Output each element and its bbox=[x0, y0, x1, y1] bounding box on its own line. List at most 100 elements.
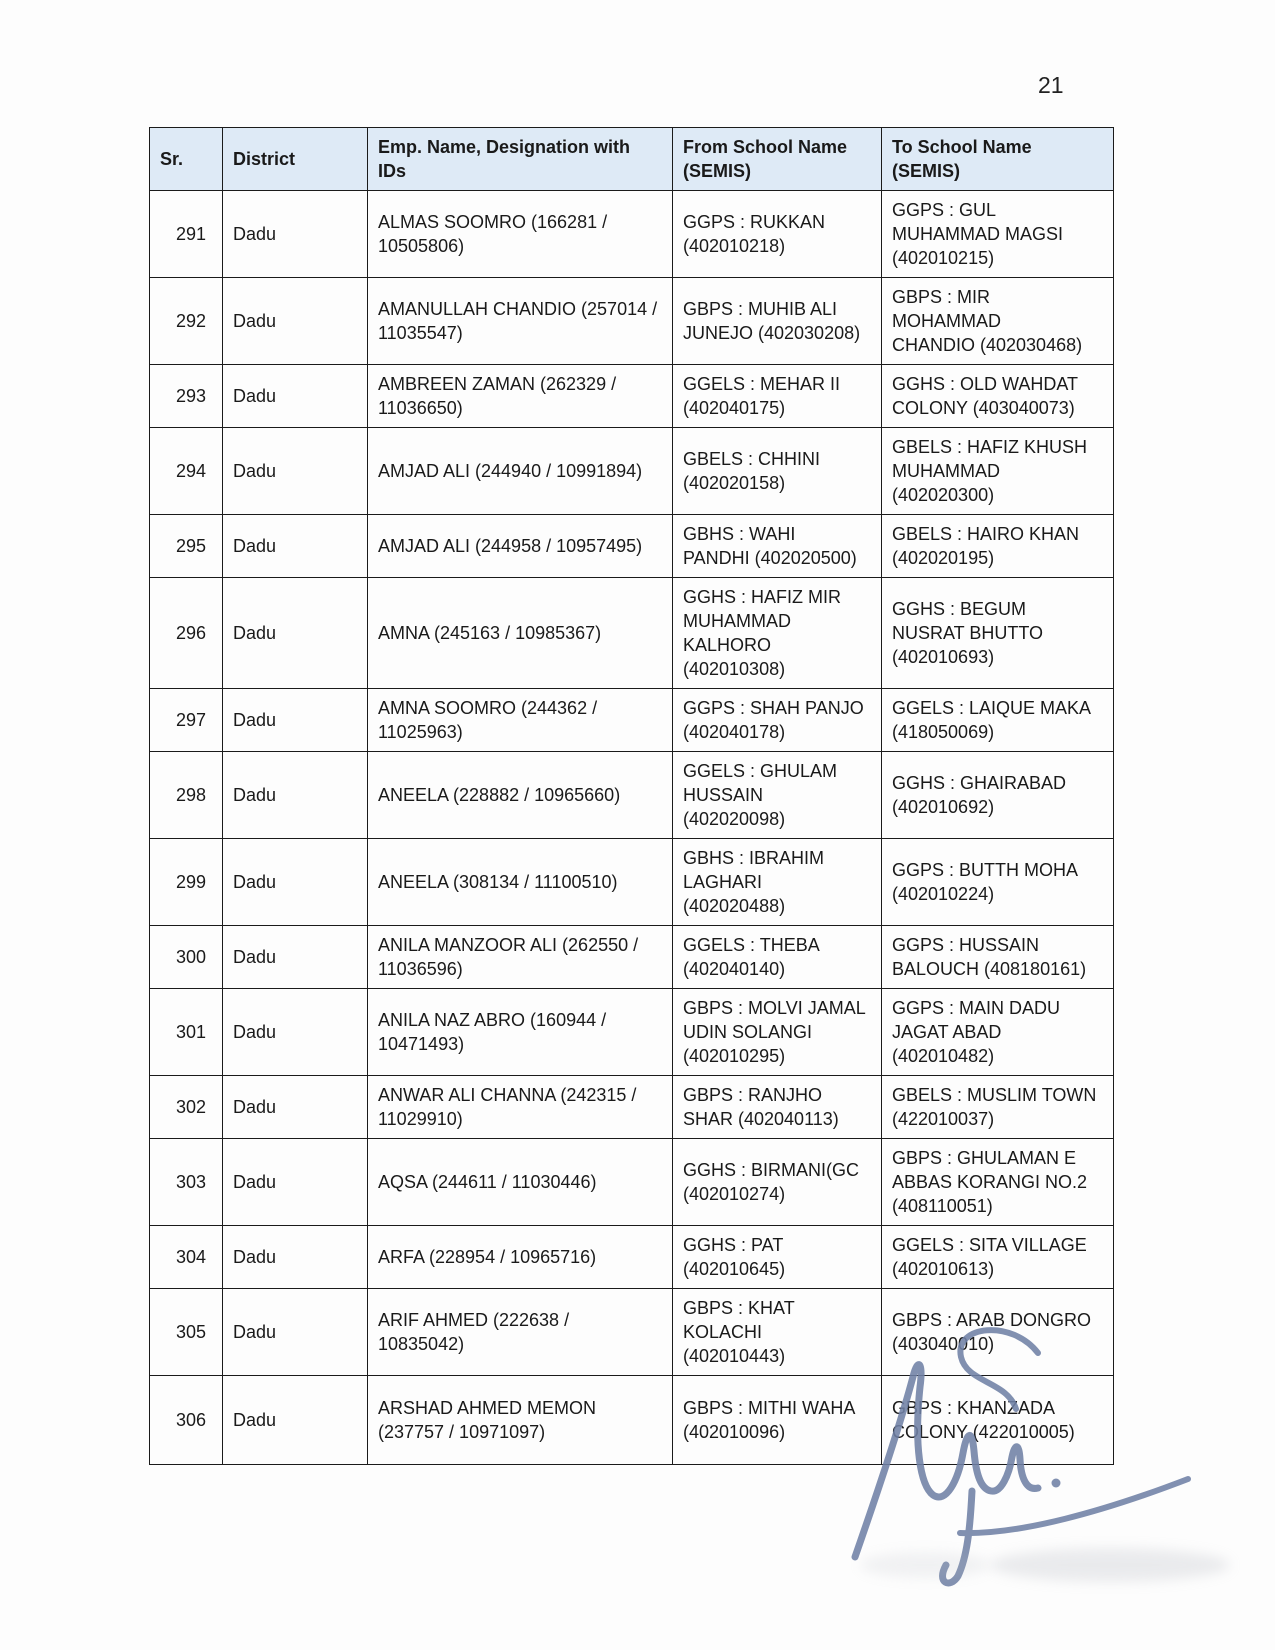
to-school-cell: GGPS : MAIN DADU JAGAT ABAD (402010482) bbox=[881, 988, 1114, 1076]
to-school-cell: GBPS : ARAB DONGRO (403040010) bbox=[881, 1288, 1114, 1376]
to-school-cell: GBELS : HAIRO KHAN (402020195) bbox=[881, 514, 1114, 578]
emp-name-cell: ALMAS SOOMRO (166281 / 10505806) bbox=[367, 190, 673, 278]
to-school-cell: GBPS : MIR MOHAMMAD CHANDIO (402030468) bbox=[881, 277, 1114, 365]
emp-name-cell: ANEELA (308134 / 11100510) bbox=[367, 838, 673, 926]
sr-cell: 294 bbox=[149, 427, 223, 515]
emp-name-cell: ANWAR ALI CHANNA (242315 / 11029910) bbox=[367, 1075, 673, 1139]
to-school-cell: GBPS : GHULAMAN E ABBAS KORANGI NO.2 (40… bbox=[881, 1138, 1114, 1226]
table-row: 301 Dadu ANILA NAZ ABRO (160944 / 104714… bbox=[149, 988, 1114, 1076]
to-school-cell: GGPS : BUTTH MOHA (402010224) bbox=[881, 838, 1114, 926]
sr-cell: 306 bbox=[149, 1375, 223, 1465]
table-row: 294 Dadu AMJAD ALI (244940 / 10991894) G… bbox=[149, 427, 1114, 515]
emp-name-cell: AMJAD ALI (244958 / 10957495) bbox=[367, 514, 673, 578]
sr-cell: 303 bbox=[149, 1138, 223, 1226]
to-school-cell: GBPS : KHANZADA COLONY (422010005) bbox=[881, 1375, 1114, 1465]
district-cell: Dadu bbox=[222, 838, 368, 926]
to-school-cell: GGHS : BEGUM NUSRAT BHUTTO (402010693) bbox=[881, 577, 1114, 689]
emp-name-cell: AMBREEN ZAMAN (262329 / 11036650) bbox=[367, 364, 673, 428]
district-cell: Dadu bbox=[222, 1075, 368, 1139]
from-school-cell: GGPS : SHAH PANJO (402040178) bbox=[672, 688, 882, 752]
from-school-cell: GBPS : RANJHO SHAR (402040113) bbox=[672, 1075, 882, 1139]
transfer-table: Sr. District Emp. Name, Designation with… bbox=[149, 127, 1114, 1465]
district-cell: Dadu bbox=[222, 190, 368, 278]
district-cell: Dadu bbox=[222, 988, 368, 1076]
table-row: 293 Dadu AMBREEN ZAMAN (262329 / 1103665… bbox=[149, 364, 1114, 428]
from-school-cell: GBPS : MITHI WAHA (402010096) bbox=[672, 1375, 882, 1465]
emp-name-cell: AQSA (244611 / 11030446) bbox=[367, 1138, 673, 1226]
table-row: 292 Dadu AMANULLAH CHANDIO (257014 / 110… bbox=[149, 277, 1114, 365]
district-cell: Dadu bbox=[222, 1375, 368, 1465]
table-row: 295 Dadu AMJAD ALI (244958 / 10957495) G… bbox=[149, 514, 1114, 578]
table-row: 302 Dadu ANWAR ALI CHANNA (242315 / 1102… bbox=[149, 1075, 1114, 1139]
to-school-cell: GGHS : GHAIRABAD (402010692) bbox=[881, 751, 1114, 839]
scan-smudge bbox=[860, 1552, 990, 1578]
district-cell: Dadu bbox=[222, 1225, 368, 1289]
emp-name-cell: ARSHAD AHMED MEMON (237757 / 10971097) bbox=[367, 1375, 673, 1465]
to-school-cell: GBELS : MUSLIM TOWN (422010037) bbox=[881, 1075, 1114, 1139]
table-row: 305 Dadu ARIF AHMED (222638 / 10835042) … bbox=[149, 1288, 1114, 1376]
sr-cell: 297 bbox=[149, 688, 223, 752]
to-school-cell: GGELS : SITA VILLAGE (402010613) bbox=[881, 1225, 1114, 1289]
table-row: 303 Dadu AQSA (244611 / 11030446) GGHS :… bbox=[149, 1138, 1114, 1226]
scan-smudge bbox=[990, 1548, 1230, 1582]
from-school-cell: GGHS : HAFIZ MIR MUHAMMAD KALHORO (40201… bbox=[672, 577, 882, 689]
from-school-cell: GBELS : CHHINI (402020158) bbox=[672, 427, 882, 515]
sr-cell: 295 bbox=[149, 514, 223, 578]
to-school-cell: GGPS : HUSSAIN BALOUCH (408180161) bbox=[881, 925, 1114, 989]
from-school-cell: GGHS : BIRMANI(GC (402010274) bbox=[672, 1138, 882, 1226]
district-cell: Dadu bbox=[222, 925, 368, 989]
emp-name-cell: ANILA NAZ ABRO (160944 / 10471493) bbox=[367, 988, 673, 1076]
from-school-cell: GBPS : MOLVI JAMAL UDIN SOLANGI (4020102… bbox=[672, 988, 882, 1076]
district-cell: Dadu bbox=[222, 277, 368, 365]
table-row: 291 Dadu ALMAS SOOMRO (166281 / 10505806… bbox=[149, 190, 1114, 278]
table-row: 300 Dadu ANILA MANZOOR ALI (262550 / 110… bbox=[149, 925, 1114, 989]
page-number: 21 bbox=[1038, 72, 1064, 98]
emp-name-cell: ANEELA (228882 / 10965660) bbox=[367, 751, 673, 839]
district-cell: Dadu bbox=[222, 1138, 368, 1226]
from-school-cell: GGPS : RUKKAN (402010218) bbox=[672, 190, 882, 278]
table-row: 296 Dadu AMNA (245163 / 10985367) GGHS :… bbox=[149, 577, 1114, 689]
sr-cell: 304 bbox=[149, 1225, 223, 1289]
emp-name-cell: ARFA (228954 / 10965716) bbox=[367, 1225, 673, 1289]
sr-cell: 291 bbox=[149, 190, 223, 278]
header-to-school: To School Name (SEMIS) bbox=[881, 127, 1114, 191]
from-school-cell: GBHS : WAHI PANDHI (402020500) bbox=[672, 514, 882, 578]
emp-name-cell: ANILA MANZOOR ALI (262550 / 11036596) bbox=[367, 925, 673, 989]
table-row: 306 Dadu ARSHAD AHMED MEMON (237757 / 10… bbox=[149, 1375, 1114, 1465]
from-school-cell: GBPS : KHAT KOLACHI (402010443) bbox=[672, 1288, 882, 1376]
district-cell: Dadu bbox=[222, 364, 368, 428]
table-header-row: Sr. District Emp. Name, Designation with… bbox=[149, 127, 1114, 191]
sr-cell: 302 bbox=[149, 1075, 223, 1139]
district-cell: Dadu bbox=[222, 427, 368, 515]
emp-name-cell: AMNA SOOMRO (244362 / 11025963) bbox=[367, 688, 673, 752]
emp-name-cell: AMANULLAH CHANDIO (257014 / 11035547) bbox=[367, 277, 673, 365]
from-school-cell: GGELS : MEHAR II (402040175) bbox=[672, 364, 882, 428]
table-row: 299 Dadu ANEELA (308134 / 11100510) GBHS… bbox=[149, 838, 1114, 926]
emp-name-cell: ARIF AHMED (222638 / 10835042) bbox=[367, 1288, 673, 1376]
district-cell: Dadu bbox=[222, 688, 368, 752]
from-school-cell: GBPS : MUHIB ALI JUNEJO (402030208) bbox=[672, 277, 882, 365]
from-school-cell: GBHS : IBRAHIM LAGHARI (402020488) bbox=[672, 838, 882, 926]
sr-cell: 299 bbox=[149, 838, 223, 926]
to-school-cell: GBELS : HAFIZ KHUSH MUHAMMAD (402020300) bbox=[881, 427, 1114, 515]
from-school-cell: GGELS : GHULAM HUSSAIN (402020098) bbox=[672, 751, 882, 839]
to-school-cell: GGELS : LAIQUE MAKA (418050069) bbox=[881, 688, 1114, 752]
to-school-cell: GGHS : OLD WAHDAT COLONY (403040073) bbox=[881, 364, 1114, 428]
sr-cell: 293 bbox=[149, 364, 223, 428]
from-school-cell: GGHS : PAT (402010645) bbox=[672, 1225, 882, 1289]
district-cell: Dadu bbox=[222, 1288, 368, 1376]
table-row: 304 Dadu ARFA (228954 / 10965716) GGHS :… bbox=[149, 1225, 1114, 1289]
header-emp-name: Emp. Name, Designation with IDs bbox=[367, 127, 673, 191]
emp-name-cell: AMNA (245163 / 10985367) bbox=[367, 577, 673, 689]
header-from-school: From School Name (SEMIS) bbox=[672, 127, 882, 191]
emp-name-cell: AMJAD ALI (244940 / 10991894) bbox=[367, 427, 673, 515]
header-sr: Sr. bbox=[149, 127, 223, 191]
sr-cell: 292 bbox=[149, 277, 223, 365]
sr-cell: 300 bbox=[149, 925, 223, 989]
table-row: 298 Dadu ANEELA (228882 / 10965660) GGEL… bbox=[149, 751, 1114, 839]
from-school-cell: GGELS : THEBA (402040140) bbox=[672, 925, 882, 989]
sr-cell: 296 bbox=[149, 577, 223, 689]
sr-cell: 298 bbox=[149, 751, 223, 839]
to-school-cell: GGPS : GUL MUHAMMAD MAGSI (402010215) bbox=[881, 190, 1114, 278]
